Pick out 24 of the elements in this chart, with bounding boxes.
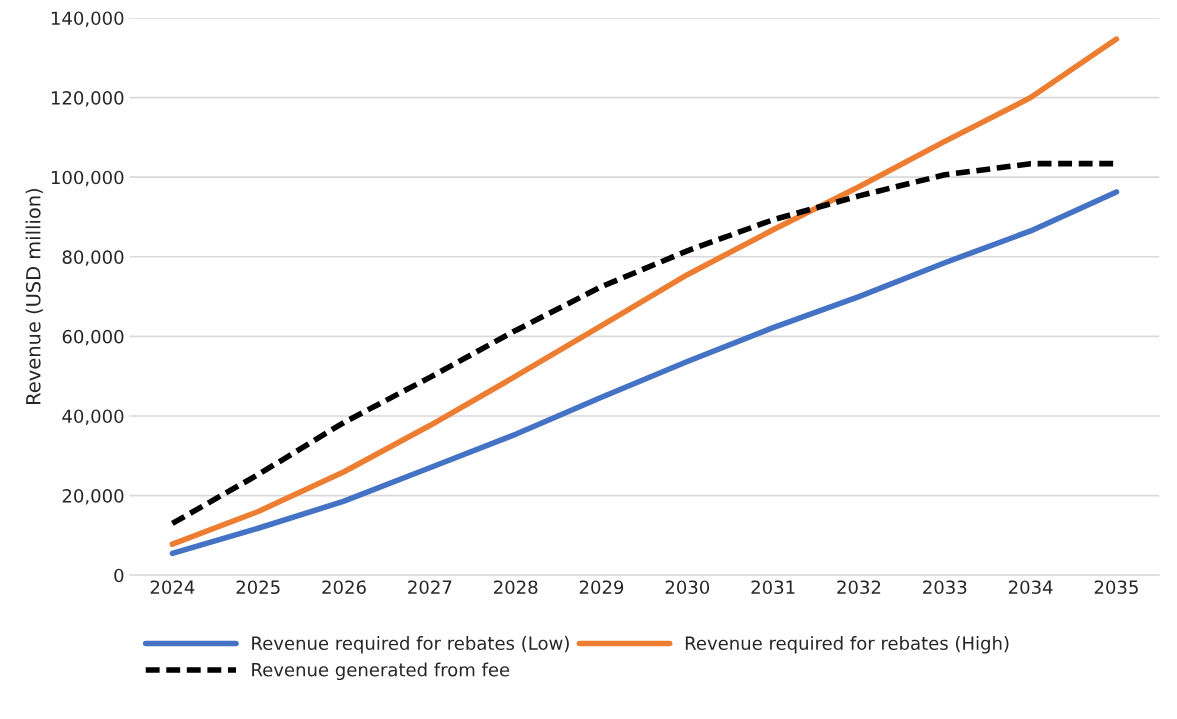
y-tick-label: 60,000 xyxy=(62,329,124,346)
y-axis-title: Revenue (USD million) xyxy=(25,188,43,404)
y-tick-label: 0 xyxy=(114,568,124,583)
y-tick-label: 40,000 xyxy=(62,409,124,425)
y-tick-label: 80,000 xyxy=(62,250,124,266)
y-tick-label: 120,000 xyxy=(51,91,124,107)
x-tick-label: 2025 xyxy=(236,580,280,595)
legend-label: Revenue generated from fee xyxy=(252,662,510,680)
legend-label: Revenue required for rebates (High) xyxy=(685,636,1009,654)
x-tick-label: 2024 xyxy=(150,580,195,595)
x-tick-label: 2033 xyxy=(923,580,967,595)
x-tick-label: 2035 xyxy=(1094,580,1138,595)
x-tick-label: 2028 xyxy=(494,580,538,595)
y-tick-label: 100,000 xyxy=(51,170,124,187)
x-tick-label: 2027 xyxy=(408,580,452,595)
y-tick-label: 140,000 xyxy=(51,11,124,27)
x-tick-label: 2031 xyxy=(751,580,795,595)
x-tick-label: 2030 xyxy=(665,580,710,595)
x-tick-label: 2026 xyxy=(322,580,366,595)
x-tick-label: 2029 xyxy=(579,580,624,595)
x-tick-label: 2034 xyxy=(1008,580,1053,595)
x-tick-label: 2032 xyxy=(837,580,881,595)
y-tick-label: 20,000 xyxy=(62,489,124,505)
legend-label: Revenue required for rebates (Low) xyxy=(252,636,569,654)
